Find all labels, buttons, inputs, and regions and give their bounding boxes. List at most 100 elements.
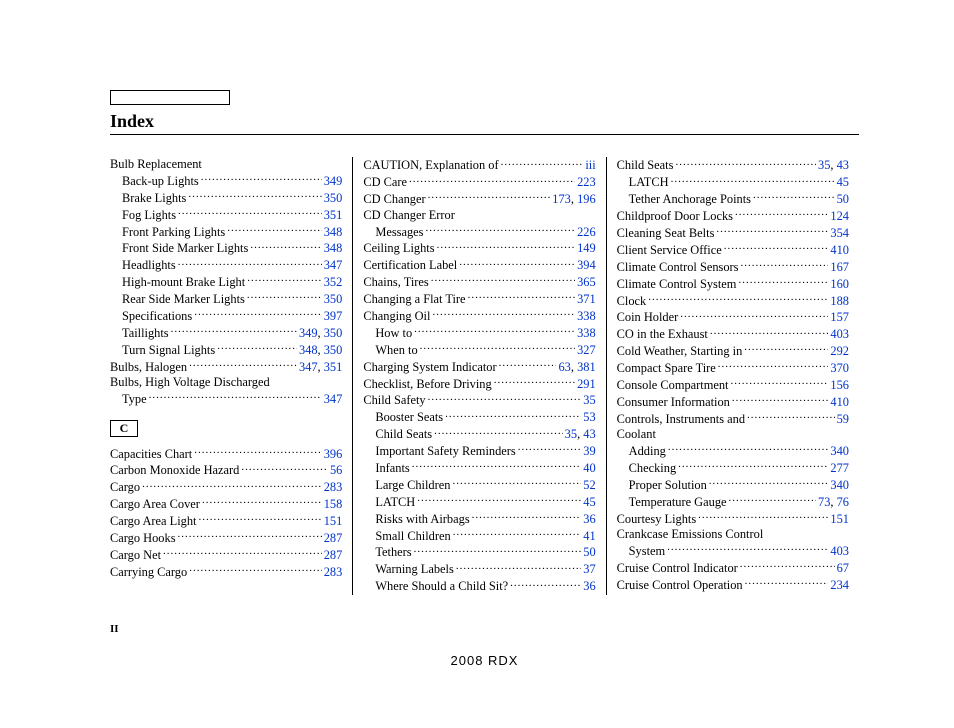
- index-section-letter: C: [110, 420, 138, 438]
- page-link[interactable]: iii: [585, 158, 595, 172]
- page-link[interactable]: 292: [830, 344, 849, 358]
- page-link[interactable]: 351: [324, 208, 343, 222]
- page-link[interactable]: 277: [830, 461, 849, 475]
- page-link[interactable]: 351: [324, 360, 343, 374]
- page-link[interactable]: 348: [324, 225, 343, 239]
- index-entry-label: Console Compartment: [617, 378, 729, 394]
- page-link[interactable]: 396: [324, 447, 343, 461]
- page-link[interactable]: 173: [552, 192, 571, 206]
- index-entry: Cargo Area Cover 158: [110, 496, 342, 513]
- page-link[interactable]: 226: [577, 225, 596, 239]
- page-link[interactable]: 76: [837, 495, 849, 509]
- page-link[interactable]: 371: [577, 292, 596, 306]
- page-link[interactable]: 403: [830, 544, 849, 558]
- page-link[interactable]: 350: [324, 326, 343, 340]
- page-link[interactable]: 157: [830, 310, 849, 324]
- page-link[interactable]: 350: [324, 191, 343, 205]
- page-link[interactable]: 43: [837, 158, 849, 172]
- page-link[interactable]: 45: [583, 495, 595, 509]
- page-link[interactable]: 158: [324, 497, 343, 511]
- page-link[interactable]: 338: [577, 309, 596, 323]
- page-link[interactable]: 287: [324, 531, 343, 545]
- page-link[interactable]: 350: [324, 343, 343, 357]
- index-entry-label: Cargo Area Cover: [110, 497, 200, 513]
- page-link[interactable]: 45: [837, 175, 849, 189]
- page-link[interactable]: 59: [837, 412, 849, 426]
- page-link[interactable]: 283: [324, 565, 343, 579]
- page-link[interactable]: 43: [583, 427, 595, 441]
- index-entry-pages: 158: [324, 497, 343, 513]
- page-link[interactable]: 349: [299, 326, 318, 340]
- page-link[interactable]: 283: [324, 480, 343, 494]
- page-link[interactable]: 354: [830, 226, 849, 240]
- page-link[interactable]: 35: [565, 427, 577, 441]
- page-link[interactable]: 149: [577, 241, 596, 255]
- index-entry: Warning Labels37: [363, 561, 595, 578]
- page-link[interactable]: 340: [830, 478, 849, 492]
- index-entry: Infants40: [363, 460, 595, 477]
- page-link[interactable]: 73: [818, 495, 830, 509]
- page-link[interactable]: 50: [837, 192, 849, 206]
- page-link[interactable]: 124: [830, 209, 849, 223]
- leader-dots: [518, 443, 582, 455]
- page-link[interactable]: 39: [583, 444, 595, 458]
- page-link[interactable]: 37: [583, 562, 595, 576]
- page-link[interactable]: 410: [830, 395, 849, 409]
- page-link[interactable]: 349: [324, 174, 343, 188]
- page-link[interactable]: 234: [830, 578, 849, 592]
- page-link[interactable]: 53: [583, 410, 595, 424]
- index-entry: Climate Control System160: [617, 275, 849, 292]
- page-link[interactable]: 40: [583, 461, 595, 475]
- page-link[interactable]: 223: [577, 175, 596, 189]
- page-link[interactable]: 365: [577, 275, 596, 289]
- page-link[interactable]: 410: [830, 243, 849, 257]
- index-entry-label: Child Seats: [617, 158, 674, 174]
- page-link[interactable]: 188: [830, 294, 849, 308]
- leader-dots: [250, 240, 321, 252]
- page-link[interactable]: 338: [577, 326, 596, 340]
- page-link[interactable]: 36: [583, 512, 595, 526]
- leader-dots: [247, 291, 322, 303]
- page-link[interactable]: 350: [324, 292, 343, 306]
- page-link[interactable]: 35: [583, 393, 595, 407]
- page-link[interactable]: 35: [818, 158, 830, 172]
- page-link[interactable]: 370: [830, 361, 849, 375]
- page-link[interactable]: 347: [324, 258, 343, 272]
- page-link[interactable]: 41: [583, 529, 595, 543]
- page-link[interactable]: 348: [299, 343, 318, 357]
- page-link[interactable]: 403: [830, 327, 849, 341]
- page-link[interactable]: 347: [299, 360, 318, 374]
- page-link[interactable]: 348: [324, 241, 343, 255]
- page-link[interactable]: 287: [324, 548, 343, 562]
- page-link[interactable]: 156: [830, 378, 849, 392]
- page-link[interactable]: 56: [330, 463, 342, 477]
- index-entry: Where Should a Child Sit?36: [363, 578, 595, 595]
- page-link[interactable]: 167: [830, 260, 849, 274]
- page-link[interactable]: 327: [577, 343, 596, 357]
- index-entry-label: Important Safety Reminders: [375, 444, 515, 460]
- page-link[interactable]: 381: [577, 360, 596, 374]
- page-link[interactable]: 36: [583, 579, 595, 593]
- page-link[interactable]: 196: [577, 192, 596, 206]
- page-link[interactable]: 352: [324, 275, 343, 289]
- page-link[interactable]: 52: [583, 478, 595, 492]
- leader-dots: [494, 375, 575, 387]
- page-link[interactable]: 151: [830, 512, 849, 526]
- page-link[interactable]: 160: [830, 277, 849, 291]
- page-title: Index: [110, 111, 859, 135]
- index-entry: Cargo Net287: [110, 547, 342, 564]
- index-entry-label: Front Parking Lights: [122, 225, 225, 241]
- page-link[interactable]: 340: [830, 444, 849, 458]
- index-entry: Crankcase Emissions Control: [617, 527, 849, 543]
- page-link[interactable]: 291: [577, 377, 596, 391]
- page-link[interactable]: 50: [583, 545, 595, 559]
- page-link[interactable]: 151: [324, 514, 343, 528]
- page-link[interactable]: 63: [558, 360, 570, 374]
- page-link[interactable]: 394: [577, 258, 596, 272]
- index-entry-label: Proper Solution: [629, 478, 707, 494]
- page-link[interactable]: 67: [837, 561, 849, 575]
- index-entry-pages: 149: [577, 241, 596, 257]
- page-link[interactable]: 397: [324, 309, 343, 323]
- page-link[interactable]: 347: [324, 392, 343, 406]
- footer-text: 2008 RDX: [110, 653, 859, 668]
